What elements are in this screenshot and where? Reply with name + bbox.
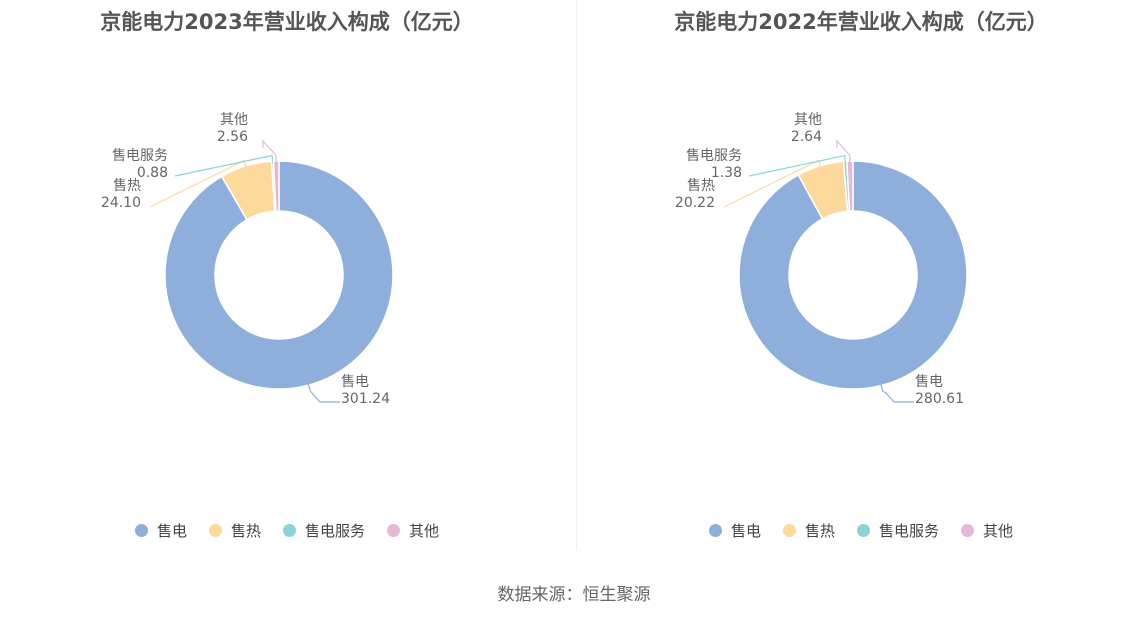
panel-divider <box>576 0 577 550</box>
legend-label: 其他 <box>983 522 1014 540</box>
slice-other[interactable] <box>272 160 280 212</box>
slice-category-label: 售热 <box>687 178 715 194</box>
slice-value-label: 280.61 <box>915 391 964 407</box>
slice-category-label: 售热 <box>113 178 141 194</box>
legend-swatch <box>208 524 222 537</box>
legend-label: 售电 <box>730 522 761 540</box>
legend-item-other[interactable]: 其他 <box>387 520 439 541</box>
slice-value-label: 24.10 <box>101 195 141 211</box>
slice-category-label: 售电 <box>341 374 369 390</box>
legend-swatch <box>857 524 870 537</box>
leader-line <box>174 154 274 177</box>
slice-category-label: 其他 <box>220 112 248 128</box>
chart-title: 京能电力2023年营业收入构成（亿元） <box>100 10 474 34</box>
slice-category-label: 售电 <box>915 374 943 390</box>
legend-item-power-service[interactable]: 售电服务 <box>283 520 365 541</box>
leader-line <box>880 383 914 403</box>
slice-value-label: 0.88 <box>137 165 168 181</box>
chart-panel-2022: 京能电力2022年营业收入构成（亿元） 售电 280.61 售热 20.22 售电服务 1… <box>574 0 1148 560</box>
legend-item-sell-power[interactable]: 售电 <box>708 520 761 541</box>
chart-title: 京能电力2022年营业收入构成（亿元） <box>674 10 1048 34</box>
legend-label: 售热 <box>804 522 835 540</box>
legend-item-sell-power[interactable]: 售电 <box>134 520 187 541</box>
chart-panel-2023: 京能电力2023年营业收入构成（亿元） 售电 301.24 售热 24.10 售电服务 0… <box>0 0 574 560</box>
legend-swatch <box>782 524 796 537</box>
legend-label: 售电服务 <box>879 522 940 540</box>
legend-swatch <box>387 524 401 537</box>
chart-legend: 售电 售热 售电服务 其他 <box>0 520 574 541</box>
leader-line <box>748 154 846 177</box>
leader-line <box>307 382 340 403</box>
legend-swatch <box>283 524 296 537</box>
slice-value-label: 1.38 <box>711 165 742 181</box>
slice-value-label: 2.56 <box>217 129 248 145</box>
slice-value-label: 20.22 <box>675 195 715 211</box>
slice-value-label: 2.64 <box>791 129 822 145</box>
slice-sell-power[interactable] <box>164 160 394 390</box>
slice-category-label: 售电服务 <box>112 148 168 164</box>
legend-item-other[interactable]: 其他 <box>961 520 1013 541</box>
legend-label: 售电 <box>156 522 187 540</box>
legend-swatch <box>134 524 148 537</box>
legend-swatch <box>961 524 975 537</box>
legend-item-sell-heat[interactable]: 售热 <box>208 520 261 541</box>
legend-label: 售电服务 <box>305 522 366 540</box>
legend-item-sell-heat[interactable]: 售热 <box>782 520 835 541</box>
slice-category-label: 其他 <box>794 112 822 128</box>
legend-label: 其他 <box>409 522 440 540</box>
leader-line <box>149 159 247 208</box>
slice-category-label: 售电服务 <box>686 148 742 164</box>
chart-legend: 售电 售热 售电服务 其他 <box>574 520 1148 541</box>
slice-sell-power[interactable] <box>738 160 968 390</box>
slice-value-label: 301.24 <box>341 391 390 407</box>
leader-line <box>723 159 822 208</box>
slice-other[interactable] <box>846 160 854 212</box>
leader-line <box>262 139 277 164</box>
legend-item-power-service[interactable]: 售电服务 <box>857 520 939 541</box>
legend-label: 售热 <box>230 522 261 540</box>
data-source: 数据来源：恒生聚源 <box>497 585 651 605</box>
leader-line <box>836 139 851 164</box>
legend-swatch <box>708 524 722 537</box>
